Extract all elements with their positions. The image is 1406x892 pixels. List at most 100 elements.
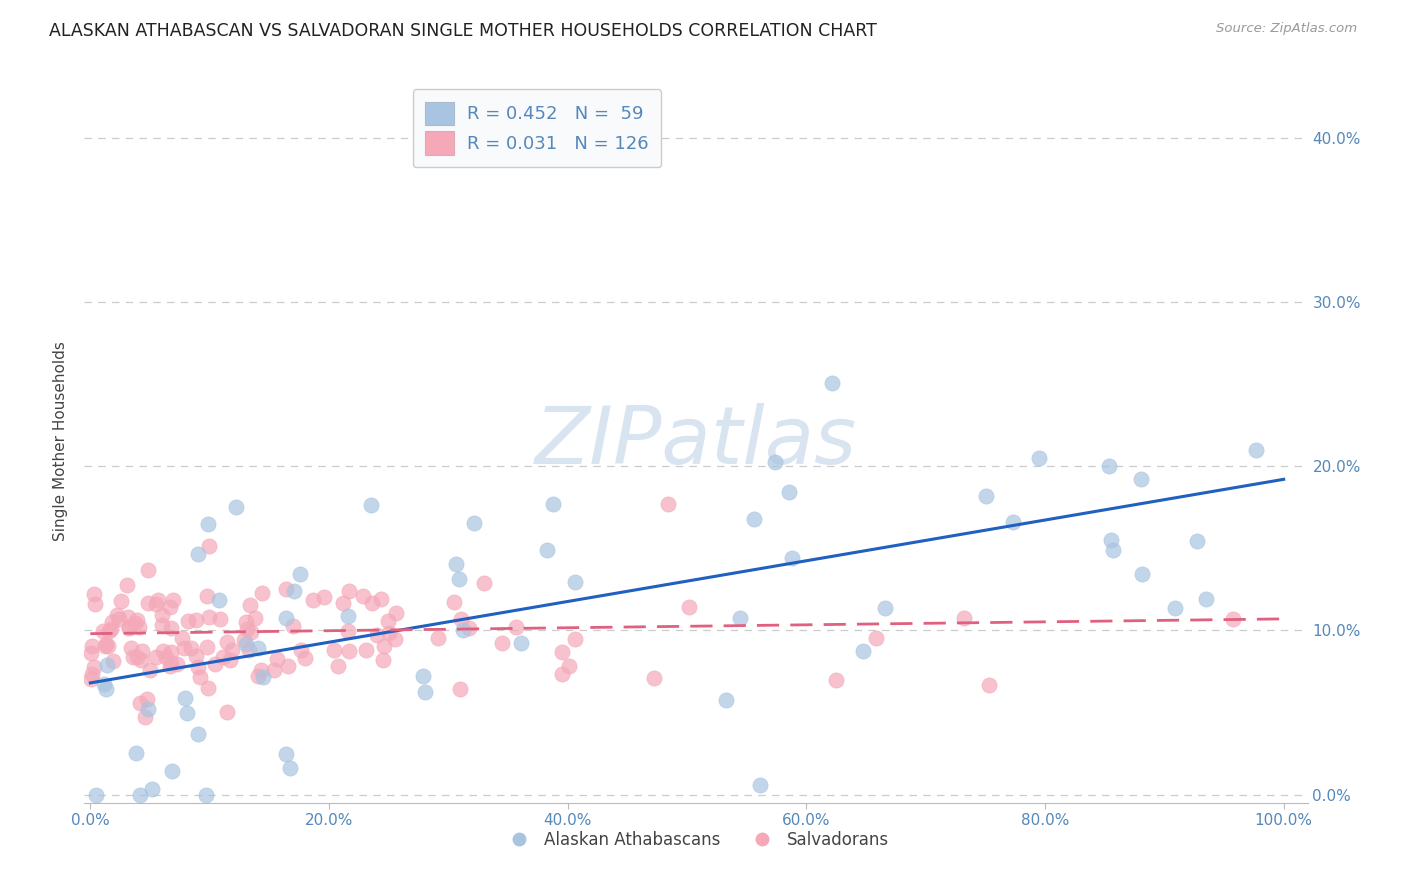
Point	[550, 645, 572, 659]
Point	[564, 632, 586, 646]
Point	[1185, 533, 1208, 548]
Legend: Alaskan Athabascans, Salvadorans: Alaskan Athabascans, Salvadorans	[496, 824, 896, 856]
Point	[233, 633, 256, 648]
Point	[266, 652, 288, 666]
Point	[80, 647, 103, 661]
Point	[294, 651, 316, 665]
Point	[274, 582, 297, 596]
Point	[204, 657, 226, 671]
Point	[1195, 591, 1218, 606]
Point	[366, 627, 388, 641]
Point	[1098, 458, 1121, 473]
Point	[449, 682, 471, 697]
Point	[197, 517, 219, 532]
Point	[323, 643, 346, 657]
Point	[1130, 566, 1153, 581]
Point	[145, 649, 167, 664]
Point	[370, 591, 392, 606]
Point	[94, 682, 117, 697]
Point	[209, 612, 232, 626]
Point	[83, 597, 105, 611]
Point	[155, 650, 177, 665]
Point	[780, 550, 803, 565]
Point	[1244, 442, 1267, 457]
Point	[136, 596, 159, 610]
Point	[145, 598, 167, 612]
Point	[93, 639, 115, 653]
Point	[82, 667, 104, 681]
Point	[337, 583, 360, 598]
Point	[238, 642, 260, 657]
Point	[243, 611, 266, 625]
Point	[128, 620, 150, 634]
Point	[180, 640, 202, 655]
Point	[314, 590, 336, 604]
Point	[246, 640, 269, 655]
Point	[302, 592, 325, 607]
Point	[117, 619, 139, 633]
Point	[825, 673, 848, 688]
Point	[195, 788, 218, 802]
Point	[128, 788, 150, 802]
Point	[136, 691, 159, 706]
Point	[141, 782, 163, 797]
Point	[290, 642, 312, 657]
Point	[124, 615, 146, 630]
Point	[371, 653, 394, 667]
Point	[159, 645, 181, 659]
Point	[83, 659, 105, 673]
Point	[198, 539, 221, 553]
Point	[148, 592, 170, 607]
Point	[779, 484, 801, 499]
Point	[170, 631, 193, 645]
Point	[150, 617, 173, 632]
Point	[100, 622, 122, 636]
Point	[139, 663, 162, 677]
Point	[96, 658, 118, 673]
Point	[160, 764, 183, 778]
Point	[426, 632, 449, 646]
Point	[176, 706, 198, 720]
Point	[250, 585, 273, 599]
Point	[118, 621, 141, 635]
Point	[159, 599, 181, 614]
Point	[101, 654, 124, 668]
Point	[451, 623, 474, 637]
Point	[274, 747, 297, 761]
Point	[748, 778, 770, 792]
Point	[125, 614, 148, 628]
Point	[105, 608, 128, 623]
Point	[361, 596, 384, 610]
Point	[821, 376, 844, 391]
Point	[657, 497, 679, 511]
Point	[100, 615, 122, 629]
Point	[336, 624, 359, 639]
Point	[84, 788, 107, 802]
Point	[122, 649, 145, 664]
Point	[463, 516, 485, 531]
Point	[212, 649, 235, 664]
Point	[979, 678, 1001, 692]
Point	[128, 696, 150, 710]
Point	[678, 600, 700, 615]
Point	[246, 669, 269, 683]
Point	[277, 658, 299, 673]
Point	[198, 610, 221, 624]
Point	[108, 612, 131, 626]
Point	[1222, 612, 1244, 626]
Point	[974, 489, 997, 503]
Point	[82, 639, 104, 653]
Point	[443, 594, 465, 608]
Point	[728, 611, 751, 625]
Point	[136, 702, 159, 716]
Point	[190, 670, 212, 684]
Text: ALASKAN ATHABASCAN VS SALVADORAN SINGLE MOTHER HOUSEHOLDS CORRELATION CHART: ALASKAN ATHABASCAN VS SALVADORAN SINGLE …	[49, 22, 877, 40]
Point	[131, 644, 153, 658]
Point	[450, 611, 472, 625]
Point	[444, 557, 467, 571]
Point	[458, 621, 481, 635]
Point	[491, 635, 513, 649]
Point	[1101, 543, 1123, 558]
Point	[235, 637, 257, 651]
Point	[509, 636, 531, 650]
